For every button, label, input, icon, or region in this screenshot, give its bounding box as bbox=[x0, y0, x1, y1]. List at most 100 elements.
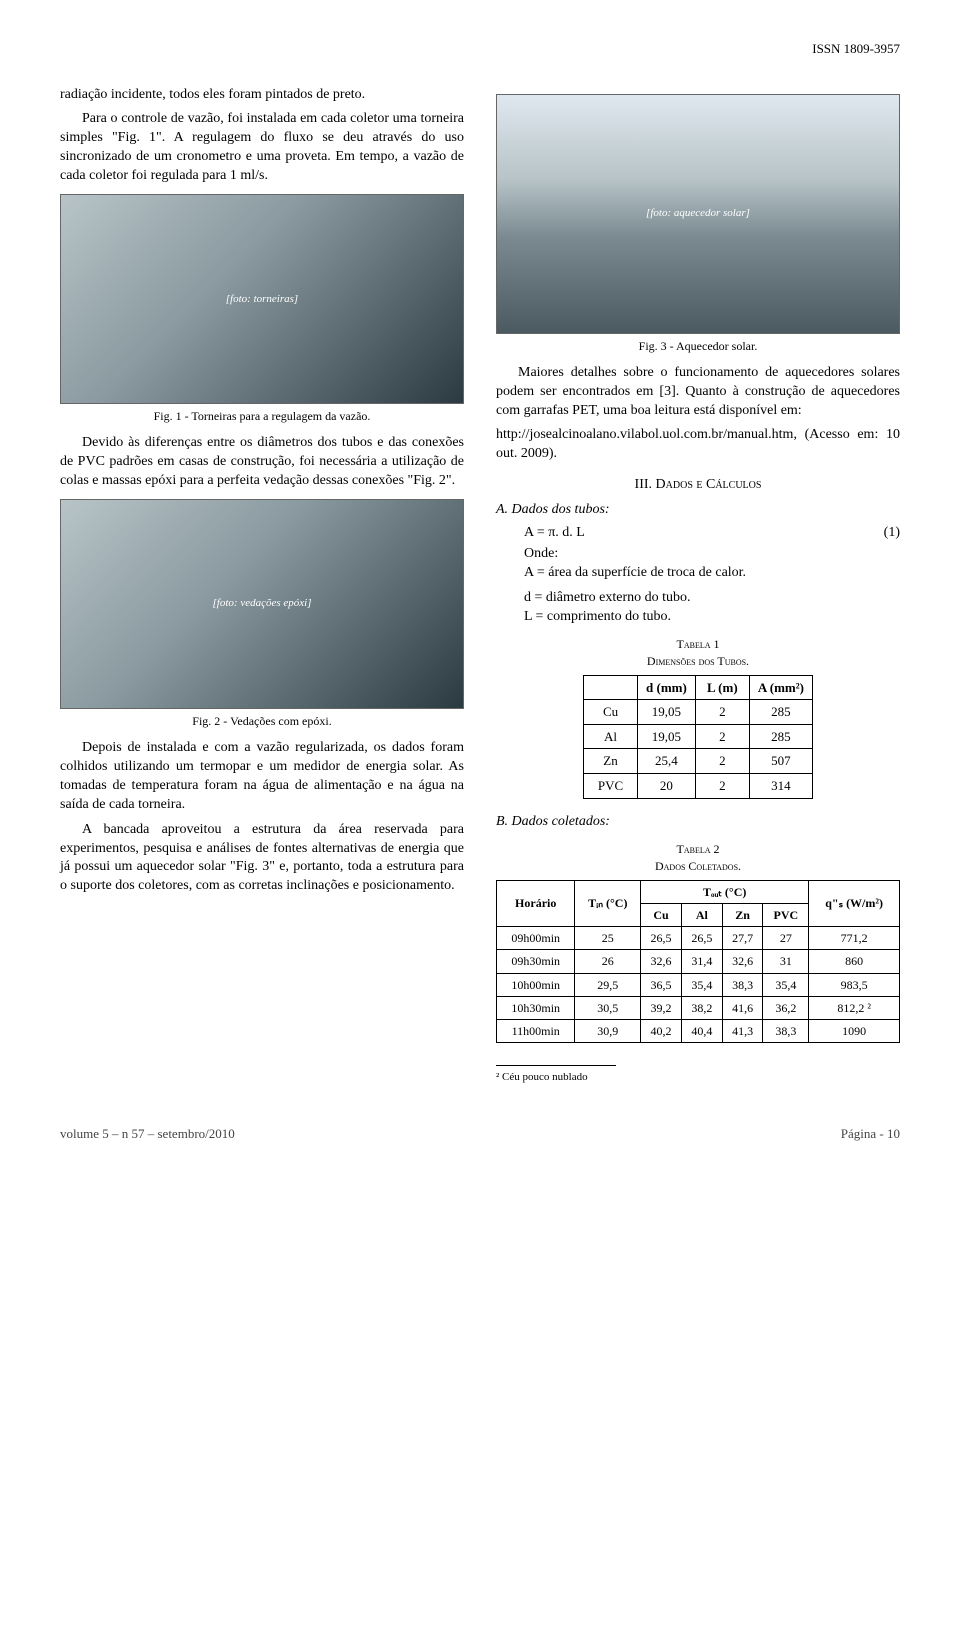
table-row: Horário Tᵢₙ (°C) Tₒᵤₜ (°C) q"ₛ (W/m²) bbox=[497, 880, 900, 903]
table-cell: 983,5 bbox=[809, 973, 900, 996]
page-footer: volume 5 – n 57 – setembro/2010 Página -… bbox=[60, 1125, 900, 1143]
def-l: L = comprimento do tubo. bbox=[524, 608, 900, 627]
table-cell: Zn bbox=[584, 749, 638, 774]
table-header-cell: d (mm) bbox=[638, 675, 696, 700]
footnote-rule bbox=[496, 1065, 616, 1066]
table-cell: 30,9 bbox=[575, 1019, 641, 1042]
table-cell: 1090 bbox=[809, 1019, 900, 1042]
table-cell: 314 bbox=[749, 773, 812, 798]
table-cell: 19,05 bbox=[638, 700, 696, 725]
table-cell: 32,6 bbox=[641, 950, 682, 973]
table-cell: 25,4 bbox=[638, 749, 696, 774]
table-cell: 27,7 bbox=[722, 927, 763, 950]
paragraph-6: Maiores detalhes sobre o funcionamento d… bbox=[496, 364, 900, 421]
table-cell: 771,2 bbox=[809, 927, 900, 950]
subsection-b: B. Dados coletados: bbox=[496, 813, 900, 832]
figure-1-caption: Fig. 1 - Torneiras para a regulagem da v… bbox=[60, 408, 464, 424]
table-cell: 10h30min bbox=[497, 996, 575, 1019]
table-cell: 30,5 bbox=[575, 996, 641, 1019]
table-cell: 09h00min bbox=[497, 927, 575, 950]
table-cell: 26,5 bbox=[681, 927, 722, 950]
table-cell: 29,5 bbox=[575, 973, 641, 996]
table-cell: 2 bbox=[695, 724, 749, 749]
table-row: 10h00min 29,5 36,5 35,4 38,3 35,4 983,5 bbox=[497, 973, 900, 996]
table-header-cell: L (m) bbox=[695, 675, 749, 700]
table-cell: 2 bbox=[695, 749, 749, 774]
table-header-cell: PVC bbox=[763, 903, 809, 926]
subsection-a: A. Dados dos tubos: bbox=[496, 501, 900, 520]
table-cell: 40,4 bbox=[681, 1019, 722, 1042]
table-cell: Al bbox=[584, 724, 638, 749]
table-cell: 09h30min bbox=[497, 950, 575, 973]
left-column: radiação incidente, todos eles foram pin… bbox=[60, 86, 464, 1085]
table-cell: 26 bbox=[575, 950, 641, 973]
paragraph-4: Depois de instalada e com a vazão regula… bbox=[60, 739, 464, 815]
table-header-cell bbox=[584, 675, 638, 700]
table-row: PVC 20 2 314 bbox=[584, 773, 813, 798]
table-cell: Cu bbox=[584, 700, 638, 725]
footer-left: volume 5 – n 57 – setembro/2010 bbox=[60, 1125, 235, 1143]
table-cell: 38,2 bbox=[681, 996, 722, 1019]
table-cell: 36,5 bbox=[641, 973, 682, 996]
def-d: d = diâmetro externo do tubo. bbox=[524, 589, 900, 608]
table-row: Cu 19,05 2 285 bbox=[584, 700, 813, 725]
table-2-subtitle: Dados Coletados. bbox=[496, 858, 900, 874]
table-2-title: Tabela 2 bbox=[496, 841, 900, 857]
table-header-cell: Tₒᵤₜ (°C) bbox=[641, 880, 809, 903]
table-header-cell: Zn bbox=[722, 903, 763, 926]
figure-3-caption: Fig. 3 - Aquecedor solar. bbox=[496, 338, 900, 354]
table-cell: 38,3 bbox=[722, 973, 763, 996]
table-cell: 41,6 bbox=[722, 996, 763, 1019]
table-header-cell: Tᵢₙ (°C) bbox=[575, 880, 641, 926]
table-cell: 20 bbox=[638, 773, 696, 798]
two-column-layout: radiação incidente, todos eles foram pin… bbox=[60, 86, 900, 1085]
table-cell: 10h00min bbox=[497, 973, 575, 996]
table-cell: 41,3 bbox=[722, 1019, 763, 1042]
table-row: 09h30min 26 32,6 31,4 32,6 31 860 bbox=[497, 950, 900, 973]
table-cell: 860 bbox=[809, 950, 900, 973]
table-cell: 285 bbox=[749, 724, 812, 749]
figure-2-image: [foto: vedações epóxi] bbox=[60, 499, 464, 709]
table-cell: 507 bbox=[749, 749, 812, 774]
table-cell: PVC bbox=[584, 773, 638, 798]
equation-1: A = π. d. L bbox=[524, 524, 585, 543]
table-cell: 32,6 bbox=[722, 950, 763, 973]
section-3-heading: III. Dados e Cálculos bbox=[496, 476, 900, 495]
table-header-cell: A (mm²) bbox=[749, 675, 812, 700]
table-cell: 31,4 bbox=[681, 950, 722, 973]
def-a: A = área da superfície de troca de calor… bbox=[546, 564, 900, 583]
table-header-cell: q"ₛ (W/m²) bbox=[809, 880, 900, 926]
footer-right: Página - 10 bbox=[841, 1125, 900, 1143]
table-cell: 25 bbox=[575, 927, 641, 950]
table-cell: 26,5 bbox=[641, 927, 682, 950]
paragraph-3: Devido às diferenças entre os diâmetros … bbox=[60, 434, 464, 491]
table-cell: 31 bbox=[763, 950, 809, 973]
table-cell: 38,3 bbox=[763, 1019, 809, 1042]
table-cell: 36,2 bbox=[763, 996, 809, 1019]
table-header-cell: Al bbox=[681, 903, 722, 926]
paragraph-1: radiação incidente, todos eles foram pin… bbox=[60, 86, 464, 105]
table-cell: 812,2 ² bbox=[809, 996, 900, 1019]
figure-3-image: [foto: aquecedor solar] bbox=[496, 94, 900, 334]
table-1: d (mm) L (m) A (mm²) Cu 19,05 2 285 Al 1… bbox=[583, 675, 813, 799]
table-header-cell: Cu bbox=[641, 903, 682, 926]
table-cell: 2 bbox=[695, 700, 749, 725]
table-cell: 35,4 bbox=[681, 973, 722, 996]
table-row: Zn 25,4 2 507 bbox=[584, 749, 813, 774]
table-row: d (mm) L (m) A (mm²) bbox=[584, 675, 813, 700]
table-cell: 40,2 bbox=[641, 1019, 682, 1042]
table-header-cell: Horário bbox=[497, 880, 575, 926]
table-cell: 11h00min bbox=[497, 1019, 575, 1042]
figure-1-image: [foto: torneiras] bbox=[60, 194, 464, 404]
paragraph-2: Para o controle de vazão, foi instalada … bbox=[60, 110, 464, 186]
equation-1-number: (1) bbox=[884, 524, 900, 543]
table-cell: 285 bbox=[749, 700, 812, 725]
footnote-text: ² Céu pouco nublado bbox=[496, 1070, 900, 1085]
issn-header: ISSN 1809-3957 bbox=[60, 40, 900, 58]
table-cell: 2 bbox=[695, 773, 749, 798]
onde-label: Onde: bbox=[524, 545, 900, 564]
section-3-title: Dados e Cálculos bbox=[656, 477, 762, 492]
section-3-number: III. bbox=[635, 477, 653, 492]
table-row: 11h00min 30,9 40,2 40,4 41,3 38,3 1090 bbox=[497, 1019, 900, 1042]
table-1-subtitle: Dimensões dos Tubos. bbox=[496, 653, 900, 669]
